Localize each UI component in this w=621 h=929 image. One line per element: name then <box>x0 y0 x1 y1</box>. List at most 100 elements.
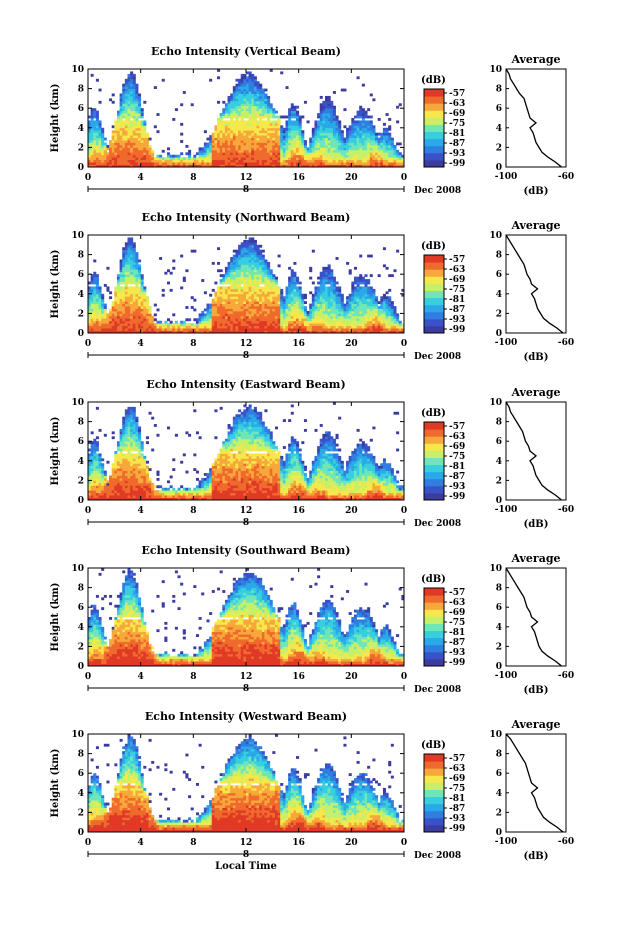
heatmap-cell <box>314 122 318 126</box>
heatmap-cell <box>361 108 365 112</box>
heatmap-cell <box>132 108 136 112</box>
heatmap-cell <box>88 152 92 156</box>
heatmap-cell <box>390 330 394 334</box>
heatmap-cell <box>243 78 247 82</box>
heatmap-cell <box>103 284 107 287</box>
x-tick-label: 0 <box>85 173 91 183</box>
heatmap-cell <box>319 310 323 314</box>
heatmap-cell <box>388 127 392 131</box>
heatmap-cell <box>238 301 242 304</box>
heatmap-cell <box>230 125 234 129</box>
heatmap-cell <box>222 330 226 334</box>
heatmap-cell <box>261 323 265 327</box>
colorbar-frame <box>423 254 445 334</box>
heatmap-cell <box>282 149 286 153</box>
heatmap-cell <box>277 301 281 304</box>
heatmap-cell <box>246 254 250 258</box>
heatmap-cell <box>140 310 144 314</box>
heatmap-cell <box>219 125 223 129</box>
heatmap-cell <box>90 293 94 297</box>
heatmap-cell <box>259 249 263 253</box>
heatmap-cell <box>240 142 244 146</box>
heatmap-cell <box>282 303 286 307</box>
heatmap-cell <box>372 164 376 168</box>
heatmap-cell <box>251 110 255 114</box>
heatmap-cell <box>240 137 244 141</box>
heatmap-cell <box>398 164 402 168</box>
heatmap-cell <box>132 152 136 156</box>
heatmap-cell <box>169 154 173 158</box>
heatmap-cell <box>285 125 289 129</box>
heatmap-cell <box>224 318 228 322</box>
heatmap-cell <box>364 330 368 334</box>
heatmap-cell <box>272 288 276 292</box>
heatmap-cell <box>93 113 97 116</box>
heatmap-cell <box>317 313 321 317</box>
heatmap-cell <box>322 286 326 290</box>
heatmap-cell <box>116 140 120 143</box>
heatmap-cell <box>325 276 329 280</box>
heatmap-cell <box>132 328 136 331</box>
heatmap-cell <box>290 157 294 161</box>
heatmap-cell <box>243 140 247 143</box>
date-label: Dec 2008 <box>414 352 461 362</box>
heatmap-cell <box>230 261 234 265</box>
heatmap-cell <box>209 308 213 312</box>
heatmap-cell <box>301 159 305 163</box>
heatmap-cell <box>122 320 126 324</box>
heatmap-cell <box>219 293 223 297</box>
heatmap-cell <box>314 137 318 141</box>
heatmap-cell <box>132 281 136 285</box>
heatmap-cell <box>256 264 260 268</box>
heatmap-cell <box>375 132 379 136</box>
heatmap-cell <box>251 113 255 116</box>
heatmap-cell <box>127 303 131 307</box>
heatmap-cell <box>246 257 250 260</box>
heatmap-cell <box>340 149 344 153</box>
heatmap-cell <box>377 320 381 324</box>
heatmap-cell <box>101 330 105 334</box>
heatmap-cell <box>280 159 284 163</box>
heatmap-cell <box>364 320 368 324</box>
heatmap-cell <box>232 286 236 290</box>
heatmap-cell <box>174 320 178 324</box>
heatmap-cell <box>211 320 215 324</box>
colorbar-swatch <box>424 325 444 334</box>
heatmap-cell <box>327 118 331 121</box>
heatmap-cell <box>132 164 136 168</box>
heatmap-cell <box>340 318 344 322</box>
heatmap-cell <box>264 120 268 124</box>
heatmap-cell <box>238 149 242 153</box>
heatmap-cell <box>372 127 376 131</box>
heatmap-cell <box>293 293 297 297</box>
heatmap-cell <box>248 257 252 260</box>
heatmap-cell <box>217 147 221 151</box>
heatmap-cell <box>230 144 234 148</box>
heatmap-cell <box>130 276 134 280</box>
heatmap-cell <box>153 125 157 129</box>
heatmap-cell <box>332 130 336 134</box>
heatmap-cell <box>290 279 294 282</box>
heatmap-cell <box>251 281 255 285</box>
date-label: Dec 2008 <box>414 186 461 196</box>
heatmap <box>88 237 405 334</box>
heatmap-cell <box>293 320 297 324</box>
heatmap-cell <box>269 306 273 309</box>
heatmap-cell <box>224 140 228 143</box>
heatmap-cell <box>319 108 323 112</box>
heatmap-cell <box>138 130 142 134</box>
heatmap-cell <box>232 249 236 253</box>
heatmap-cell <box>393 147 397 151</box>
heatmap-cell <box>311 144 315 148</box>
heatmap-cell <box>127 274 131 278</box>
heatmap-cell <box>90 130 94 134</box>
heatmap-cell <box>293 286 297 290</box>
heatmap-cell <box>224 266 228 270</box>
x-tick-label: 8 <box>190 339 196 349</box>
heatmap-cell <box>246 127 250 131</box>
heatmap-cell <box>377 328 381 331</box>
heatmap-cell <box>264 293 268 297</box>
heatmap-cell <box>246 159 250 163</box>
heatmap-cell <box>340 328 344 331</box>
heatmap-cell <box>388 296 392 300</box>
